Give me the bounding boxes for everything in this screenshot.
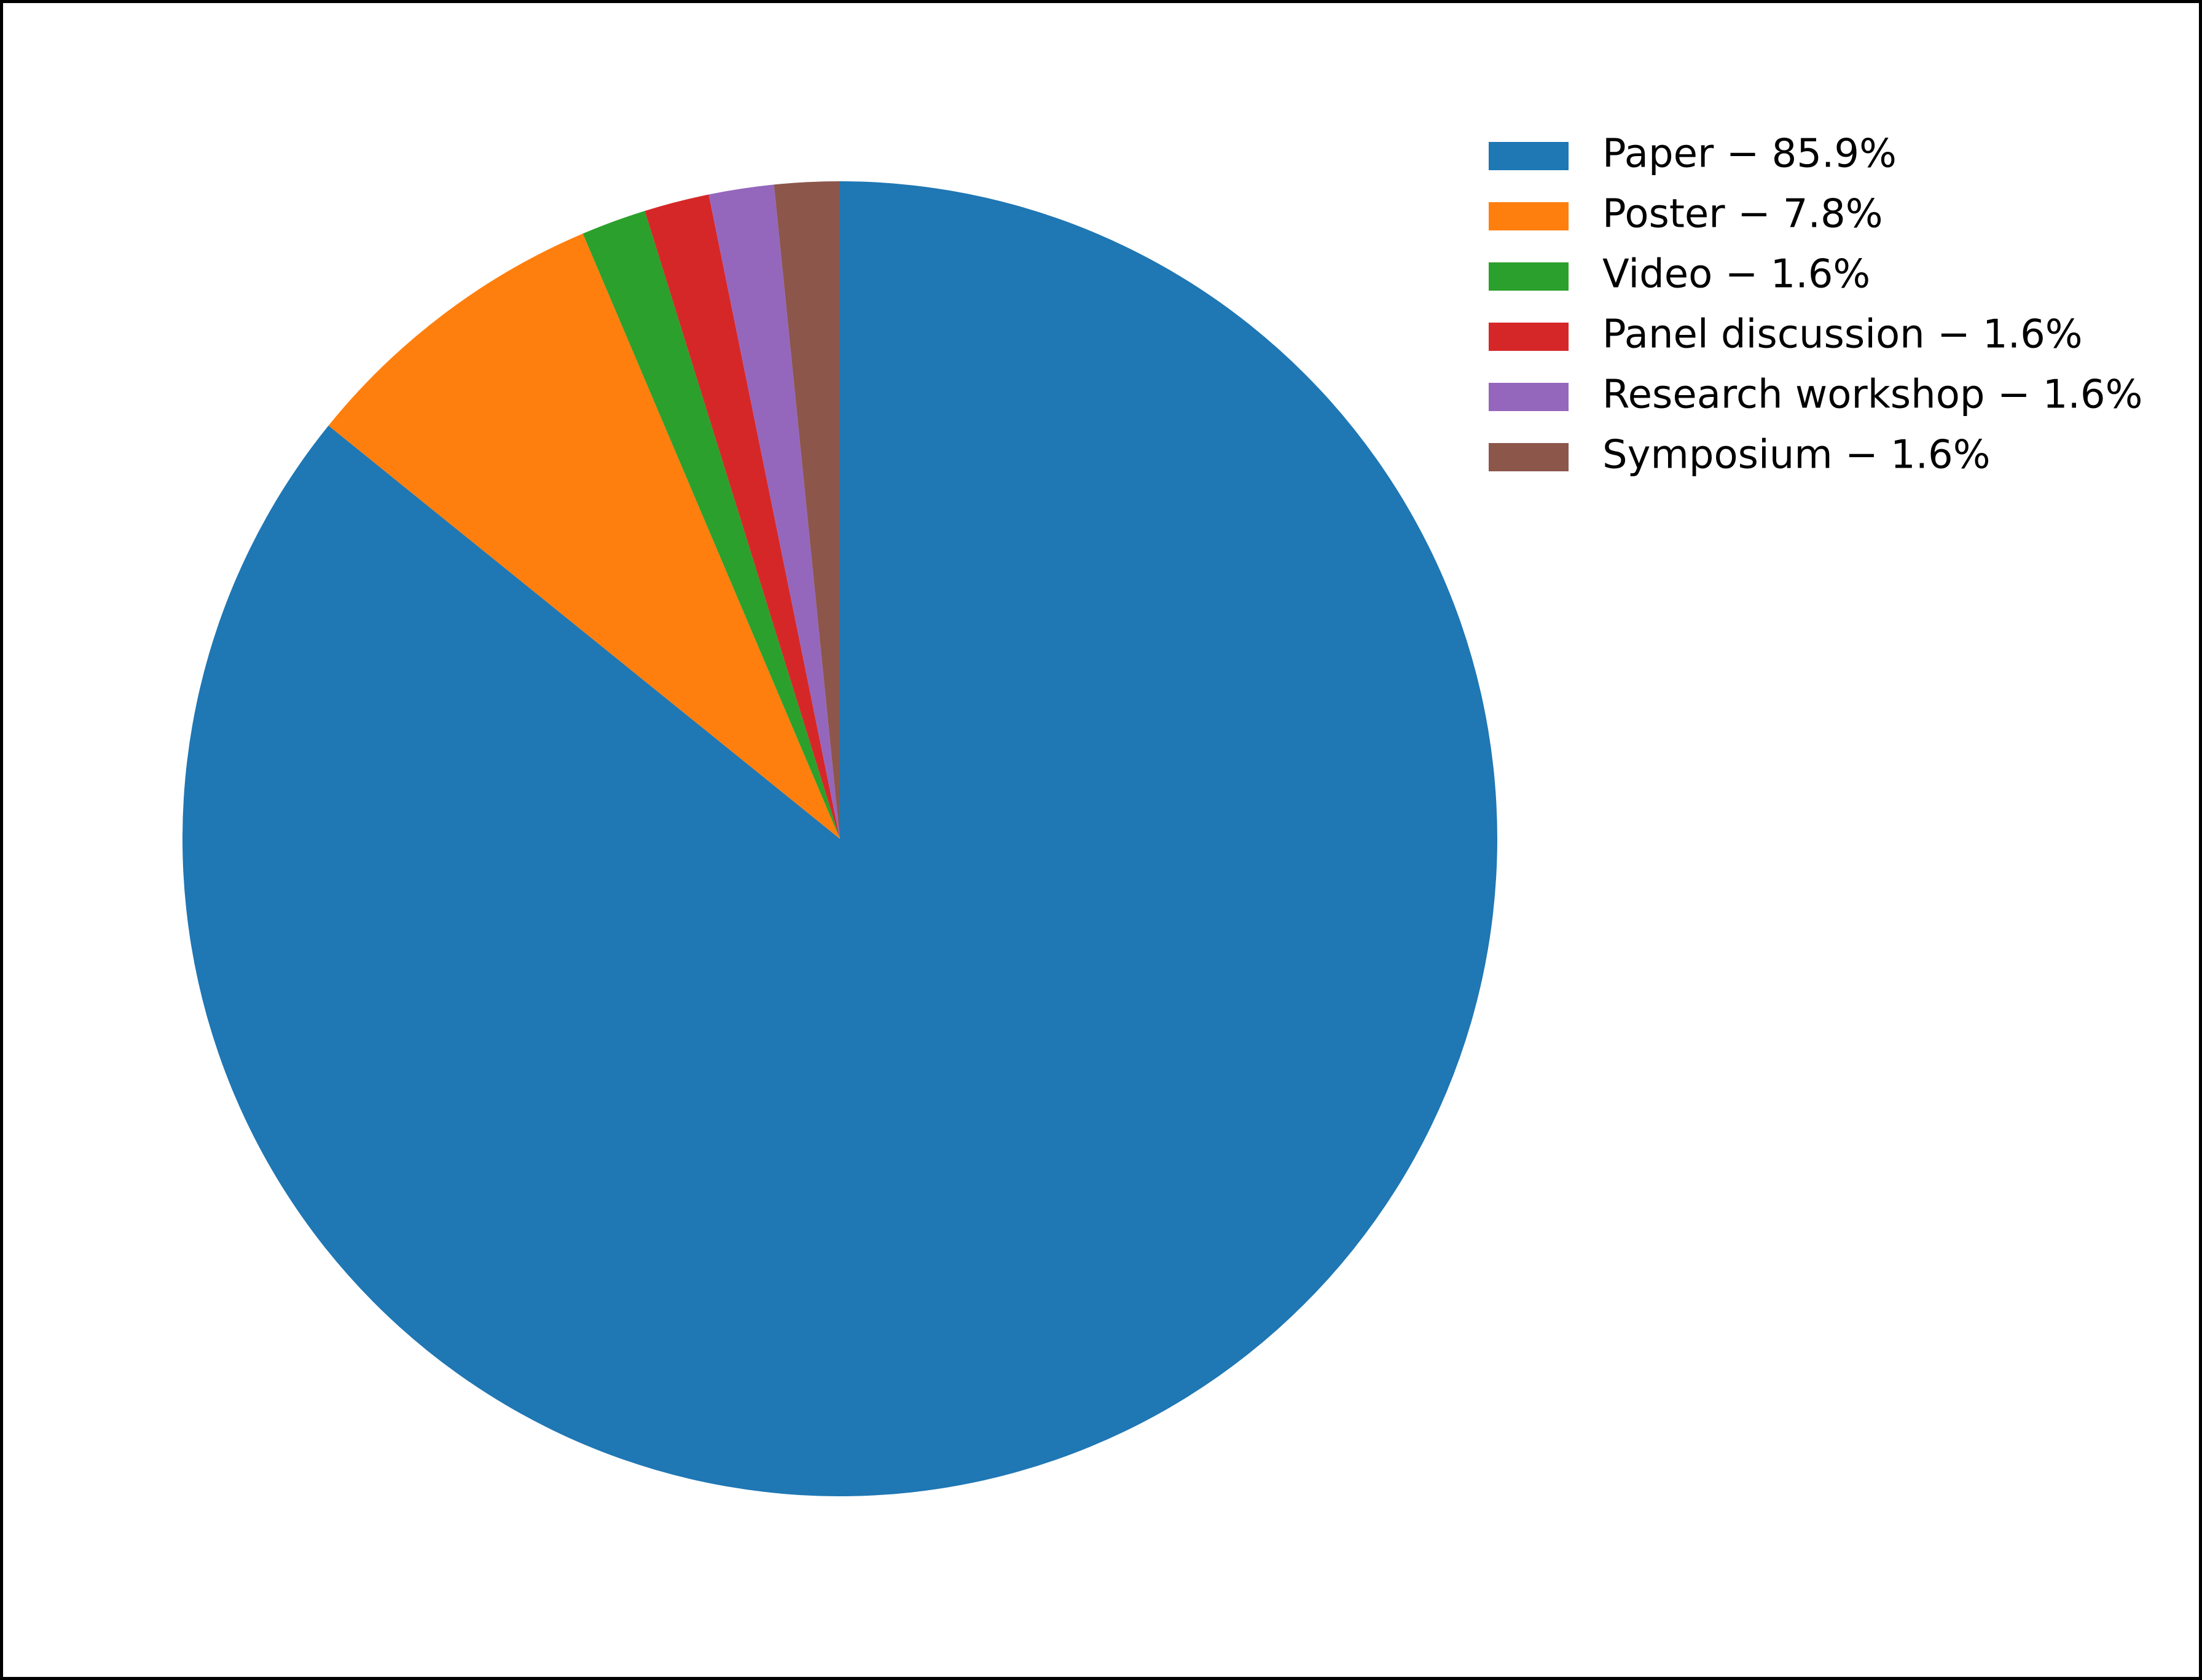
legend-swatch	[1489, 262, 1569, 291]
pie-slice	[708, 184, 840, 839]
legend-label: Poster − 7.8%	[1602, 192, 1883, 237]
legend-label: Symposium − 1.6%	[1602, 433, 1991, 478]
legend-label: Paper − 85.9%	[1602, 131, 1897, 177]
legend-swatch	[1489, 142, 1569, 170]
legend-swatch	[1489, 202, 1569, 230]
legend-label: Video − 1.6%	[1602, 252, 1870, 297]
pie-slice	[328, 234, 840, 839]
legend-label: Panel discussion − 1.6%	[1602, 312, 2083, 358]
legend-label: Research workshop − 1.6%	[1602, 372, 2142, 418]
legend-swatch	[1489, 443, 1569, 471]
pie-slice	[582, 211, 840, 839]
legend-swatch	[1489, 383, 1569, 411]
pie-slice	[182, 181, 1497, 1496]
legend-swatch	[1489, 323, 1569, 351]
pie-slice	[774, 181, 840, 839]
pie-slice	[645, 194, 840, 839]
